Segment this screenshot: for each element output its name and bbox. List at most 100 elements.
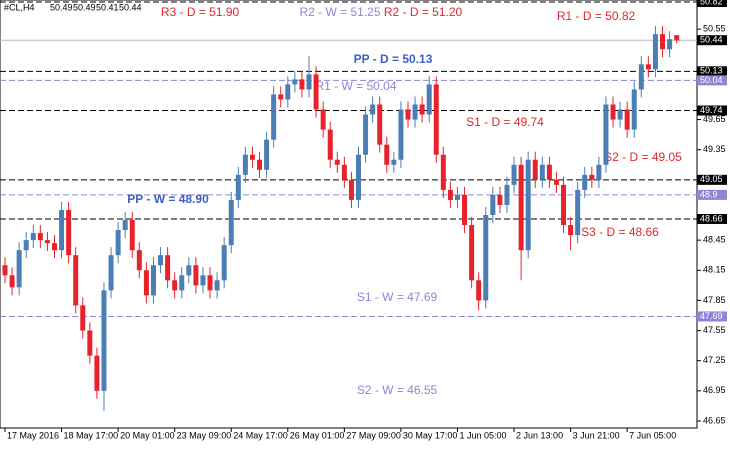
level-label: R1 - D = 50.82	[557, 9, 636, 23]
candle-body	[589, 174, 595, 180]
candle-body	[483, 215, 489, 301]
candle-body	[228, 199, 234, 246]
candle-body	[278, 94, 284, 100]
candle-body	[122, 220, 128, 231]
candle-body	[440, 154, 446, 190]
level-label: S1 - W = 47.69	[357, 290, 438, 304]
candle-body	[179, 275, 185, 291]
candle-body	[320, 109, 326, 130]
level-tag-label: 49.05	[700, 174, 723, 184]
candle-body	[596, 164, 602, 180]
candle-body	[150, 265, 156, 296]
candle-body	[221, 245, 227, 281]
candle-body	[398, 109, 404, 160]
candle-body	[645, 64, 651, 70]
level-tag	[697, 174, 727, 185]
candle-body	[214, 280, 220, 291]
x-tick-label: 27 May 09:00	[346, 430, 401, 440]
candle-body	[341, 164, 347, 180]
candle-body	[23, 240, 29, 251]
level-tag	[697, 66, 727, 77]
y-tick-label: 50.55	[703, 24, 726, 34]
level-tag-label: 50.82	[700, 0, 723, 6]
candle-body	[30, 233, 36, 241]
candle-body	[405, 109, 411, 120]
y-tick-label: 49.65	[703, 114, 726, 124]
y-tick-label: 49.35	[703, 144, 726, 154]
candle-body	[249, 154, 255, 160]
x-tick-label: 2 Jun 13:00	[516, 430, 563, 440]
candle-body	[539, 164, 545, 180]
last-price-label: 50.44	[700, 35, 723, 45]
y-tick-label: 48.45	[703, 234, 726, 244]
candle-body	[87, 330, 93, 356]
x-tick-label: 23 May 09:00	[177, 430, 232, 440]
candle-body	[334, 159, 340, 165]
candle-body	[546, 164, 552, 180]
candle-body	[561, 184, 567, 226]
level-tag	[697, 189, 727, 200]
candle-body	[518, 164, 524, 251]
level-label: S3 - D = 48.66	[581, 225, 659, 239]
level-label: S2 - D = 49.05	[604, 150, 682, 164]
candle-body	[271, 94, 277, 140]
candle-body	[285, 84, 291, 100]
candle-body	[2, 265, 8, 276]
level-label: R3 - D = 51.90	[161, 5, 240, 19]
candle-body	[603, 104, 609, 165]
candle-body	[200, 275, 206, 286]
x-tick-label: 26 May 01:00	[290, 430, 345, 440]
candle-body	[306, 74, 312, 90]
candle-body	[242, 154, 248, 175]
candle-body	[610, 104, 616, 120]
level-tag-label: 50.04	[700, 75, 723, 85]
level-label: R1 - W = 50.04	[315, 79, 396, 93]
candle-body	[497, 194, 503, 205]
level-tag	[697, 311, 727, 322]
candle-body	[476, 280, 482, 301]
candle-body	[617, 109, 623, 120]
level-tag	[697, 105, 727, 116]
level-tag-label: 50.13	[700, 66, 723, 76]
level-tag-label: 48.66	[700, 213, 723, 223]
candle-body	[51, 243, 57, 251]
y-tick-label: 47.55	[703, 325, 726, 335]
x-tick-label: 18 May 17:00	[64, 430, 119, 440]
candle-body	[172, 280, 178, 291]
candle-body	[568, 225, 574, 236]
level-label: PP - W = 48.90	[127, 192, 209, 206]
candle-body	[631, 89, 637, 130]
candle-body	[638, 64, 644, 90]
x-tick-label: 1 Jun 05:00	[459, 430, 506, 440]
candle-body	[532, 159, 538, 180]
candle-body	[582, 174, 588, 190]
level-tag	[697, 214, 727, 225]
level-label: S2 - W = 46.55	[357, 383, 438, 397]
candle-body	[391, 159, 397, 165]
candle-body	[143, 270, 149, 296]
candle-body	[674, 35, 680, 41]
candle-body	[433, 84, 439, 155]
x-tick-label: 30 May 17:00	[403, 430, 458, 440]
candle-body	[419, 104, 425, 115]
candle-body	[356, 154, 361, 200]
candle-body	[370, 104, 376, 115]
candle-body	[490, 194, 496, 216]
x-tick-label: 20 May 01:00	[120, 430, 175, 440]
x-tick-label: 3 Jun 21:00	[573, 430, 620, 440]
level-tag-label: 49.74	[700, 105, 723, 115]
x-tick-label: 24 May 17:00	[233, 430, 288, 440]
header-low: 50.41	[96, 2, 119, 12]
candle-body	[660, 34, 666, 50]
candle-body	[235, 174, 241, 200]
candle-body	[348, 179, 354, 200]
candle-body	[469, 225, 475, 281]
candle-body	[9, 275, 15, 288]
candle-body	[136, 250, 142, 271]
last-price-tag	[697, 35, 727, 46]
candle-body	[264, 139, 270, 170]
candle-body	[553, 179, 559, 185]
candle-body	[426, 84, 432, 115]
candle-body	[207, 275, 213, 291]
